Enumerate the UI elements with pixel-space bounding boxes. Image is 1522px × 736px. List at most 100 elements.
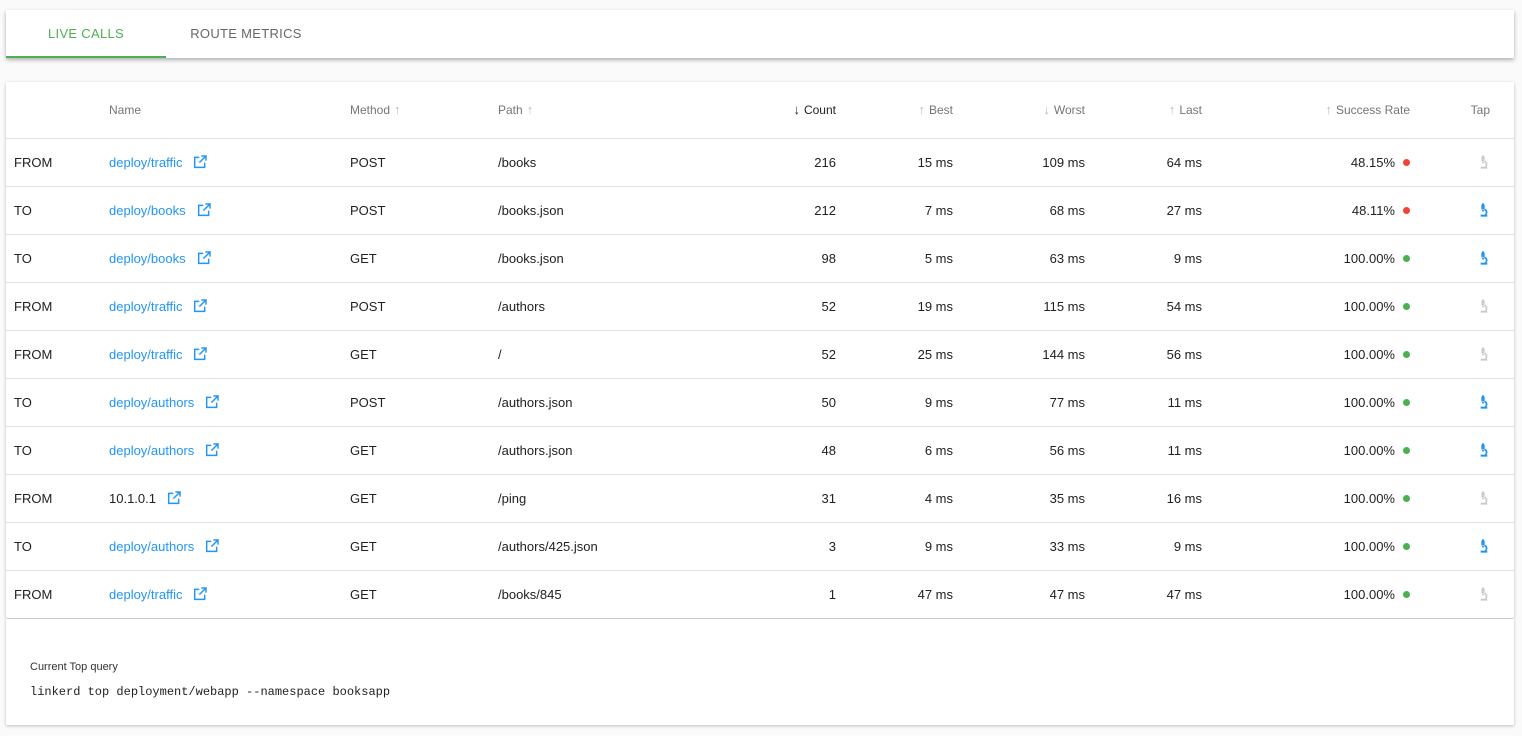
last-latency: 16 ms xyxy=(1166,491,1202,506)
best-latency: 19 ms xyxy=(917,299,953,314)
tap-microscope-icon xyxy=(1476,154,1492,174)
method: GET xyxy=(350,491,377,506)
direction: TO xyxy=(14,443,32,458)
worst-latency: 33 ms xyxy=(1049,539,1085,554)
header-path[interactable]: Path ↑ xyxy=(498,82,537,138)
worst-latency: 68 ms xyxy=(1049,203,1085,218)
tap-microscope-icon[interactable] xyxy=(1476,538,1492,558)
external-link-icon[interactable] xyxy=(166,478,182,505)
table-row: TO deploy/books GET /books.json 98 5 ms … xyxy=(6,234,1514,282)
resource-link[interactable]: deploy/books xyxy=(109,203,186,218)
resource-link[interactable]: deploy/books xyxy=(109,251,186,266)
arrow-up-icon: ↑ xyxy=(1168,102,1176,117)
worst-latency: 115 ms xyxy=(1043,299,1085,314)
tap-microscope-icon[interactable] xyxy=(1476,250,1492,270)
name-cell: deploy/authors xyxy=(109,379,220,427)
external-link-icon[interactable] xyxy=(204,526,220,553)
header-last[interactable]: ↑ Last xyxy=(1165,82,1202,138)
status-dot-icon xyxy=(1403,303,1410,310)
external-link-icon[interactable] xyxy=(192,574,208,601)
status-dot-icon xyxy=(1403,399,1410,406)
arrow-up-icon: ↑ xyxy=(918,102,925,117)
method: GET xyxy=(350,539,377,554)
best-latency: 5 ms xyxy=(924,251,953,266)
method: POST xyxy=(350,203,386,218)
success-rate: 48.11% xyxy=(1351,203,1395,218)
count: 1 xyxy=(828,587,836,602)
header-success-rate[interactable]: ↑ Success Rate xyxy=(1321,82,1410,138)
top-query-command: linkerd top deployment/webapp --namespac… xyxy=(30,685,391,699)
top-query-panel: Current Top query linkerd top deployment… xyxy=(6,619,1514,725)
external-link-icon[interactable] xyxy=(192,286,208,313)
resource-link[interactable]: deploy/authors xyxy=(109,395,195,410)
external-link-icon[interactable] xyxy=(204,430,220,457)
direction: FROM xyxy=(14,347,53,362)
resource-name: 10.1.0.1 xyxy=(109,491,156,506)
resource-link[interactable]: deploy/traffic xyxy=(109,155,183,170)
tap-microscope-icon[interactable] xyxy=(1476,202,1492,222)
external-link-icon[interactable] xyxy=(192,142,208,169)
method: POST xyxy=(350,299,386,314)
name-cell: deploy/traffic xyxy=(109,139,208,187)
success-rate-cell: 100.00% xyxy=(1344,523,1410,571)
header-best-label: Best xyxy=(928,103,953,117)
table-row: TO deploy/authors POST /authors.json 50 … xyxy=(6,378,1514,426)
resource-link[interactable]: deploy/authors xyxy=(109,539,195,554)
resource-link[interactable]: deploy/traffic xyxy=(109,347,183,362)
arrow-up-icon: ↑ xyxy=(526,102,534,117)
header-worst[interactable]: ↓ Worst xyxy=(1039,82,1085,138)
success-rate: 100.00% xyxy=(1343,443,1395,458)
last-latency: 54 ms xyxy=(1166,299,1202,314)
success-rate-cell: 100.00% xyxy=(1344,427,1410,475)
path: /books.json xyxy=(498,251,564,266)
last-latency: 9 ms xyxy=(1173,251,1202,266)
best-latency: 25 ms xyxy=(917,347,953,362)
resource-link[interactable]: deploy/authors xyxy=(109,443,195,458)
path: /books xyxy=(498,155,537,170)
last-latency: 11 ms xyxy=(1167,443,1202,458)
best-latency: 4 ms xyxy=(924,491,953,506)
success-rate-cell: 100.00% xyxy=(1344,379,1410,427)
table-row: TO deploy/authors GET /authors/425.json … xyxy=(6,522,1514,570)
table-row: FROM 10.1.0.1 GET /ping 31 4 ms 35 ms 16… xyxy=(6,474,1514,522)
tab-live-calls[interactable]: LIVE CALLS xyxy=(6,10,166,58)
best-latency: 9 ms xyxy=(924,539,953,554)
worst-latency: 63 ms xyxy=(1049,251,1085,266)
status-dot-icon xyxy=(1403,255,1410,262)
worst-latency: 47 ms xyxy=(1049,587,1085,602)
tap-microscope-icon[interactable] xyxy=(1476,442,1492,462)
header-best[interactable]: ↑ Best xyxy=(914,82,953,138)
direction: TO xyxy=(14,203,32,218)
count: 50 xyxy=(821,395,836,410)
name-cell: 10.1.0.1 xyxy=(109,475,182,523)
external-link-icon[interactable] xyxy=(196,238,212,265)
name-cell: deploy/traffic xyxy=(109,571,208,619)
success-rate-cell: 100.00% xyxy=(1344,571,1410,619)
table-row: FROM deploy/traffic POST /books 216 15 m… xyxy=(6,138,1514,186)
tab-route-metrics[interactable]: ROUTE METRICS xyxy=(190,26,302,41)
direction: FROM xyxy=(14,299,53,314)
external-link-icon[interactable] xyxy=(192,334,208,361)
status-dot-icon xyxy=(1403,543,1410,550)
direction: TO xyxy=(14,539,32,554)
count: 212 xyxy=(814,203,836,218)
external-link-icon[interactable] xyxy=(204,382,220,409)
header-count[interactable]: ↓ Count xyxy=(789,82,836,138)
last-latency: 9 ms xyxy=(1173,539,1202,554)
resource-link[interactable]: deploy/traffic xyxy=(109,299,183,314)
direction: TO xyxy=(14,395,32,410)
success-rate: 100.00% xyxy=(1343,587,1395,602)
best-latency: 47 ms xyxy=(917,587,953,602)
success-rate: 100.00% xyxy=(1343,539,1395,554)
external-link-icon[interactable] xyxy=(196,190,212,217)
status-dot-icon xyxy=(1403,159,1410,166)
resource-link[interactable]: deploy/traffic xyxy=(109,587,183,602)
status-dot-icon xyxy=(1403,207,1410,214)
last-latency: 64 ms xyxy=(1166,155,1202,170)
header-method[interactable]: Method ↑ xyxy=(350,82,405,138)
worst-latency: 144 ms xyxy=(1042,347,1085,362)
best-latency: 9 ms xyxy=(924,395,953,410)
path: /books.json xyxy=(498,203,564,218)
path: /books/845 xyxy=(498,587,562,602)
tap-microscope-icon[interactable] xyxy=(1476,394,1492,414)
